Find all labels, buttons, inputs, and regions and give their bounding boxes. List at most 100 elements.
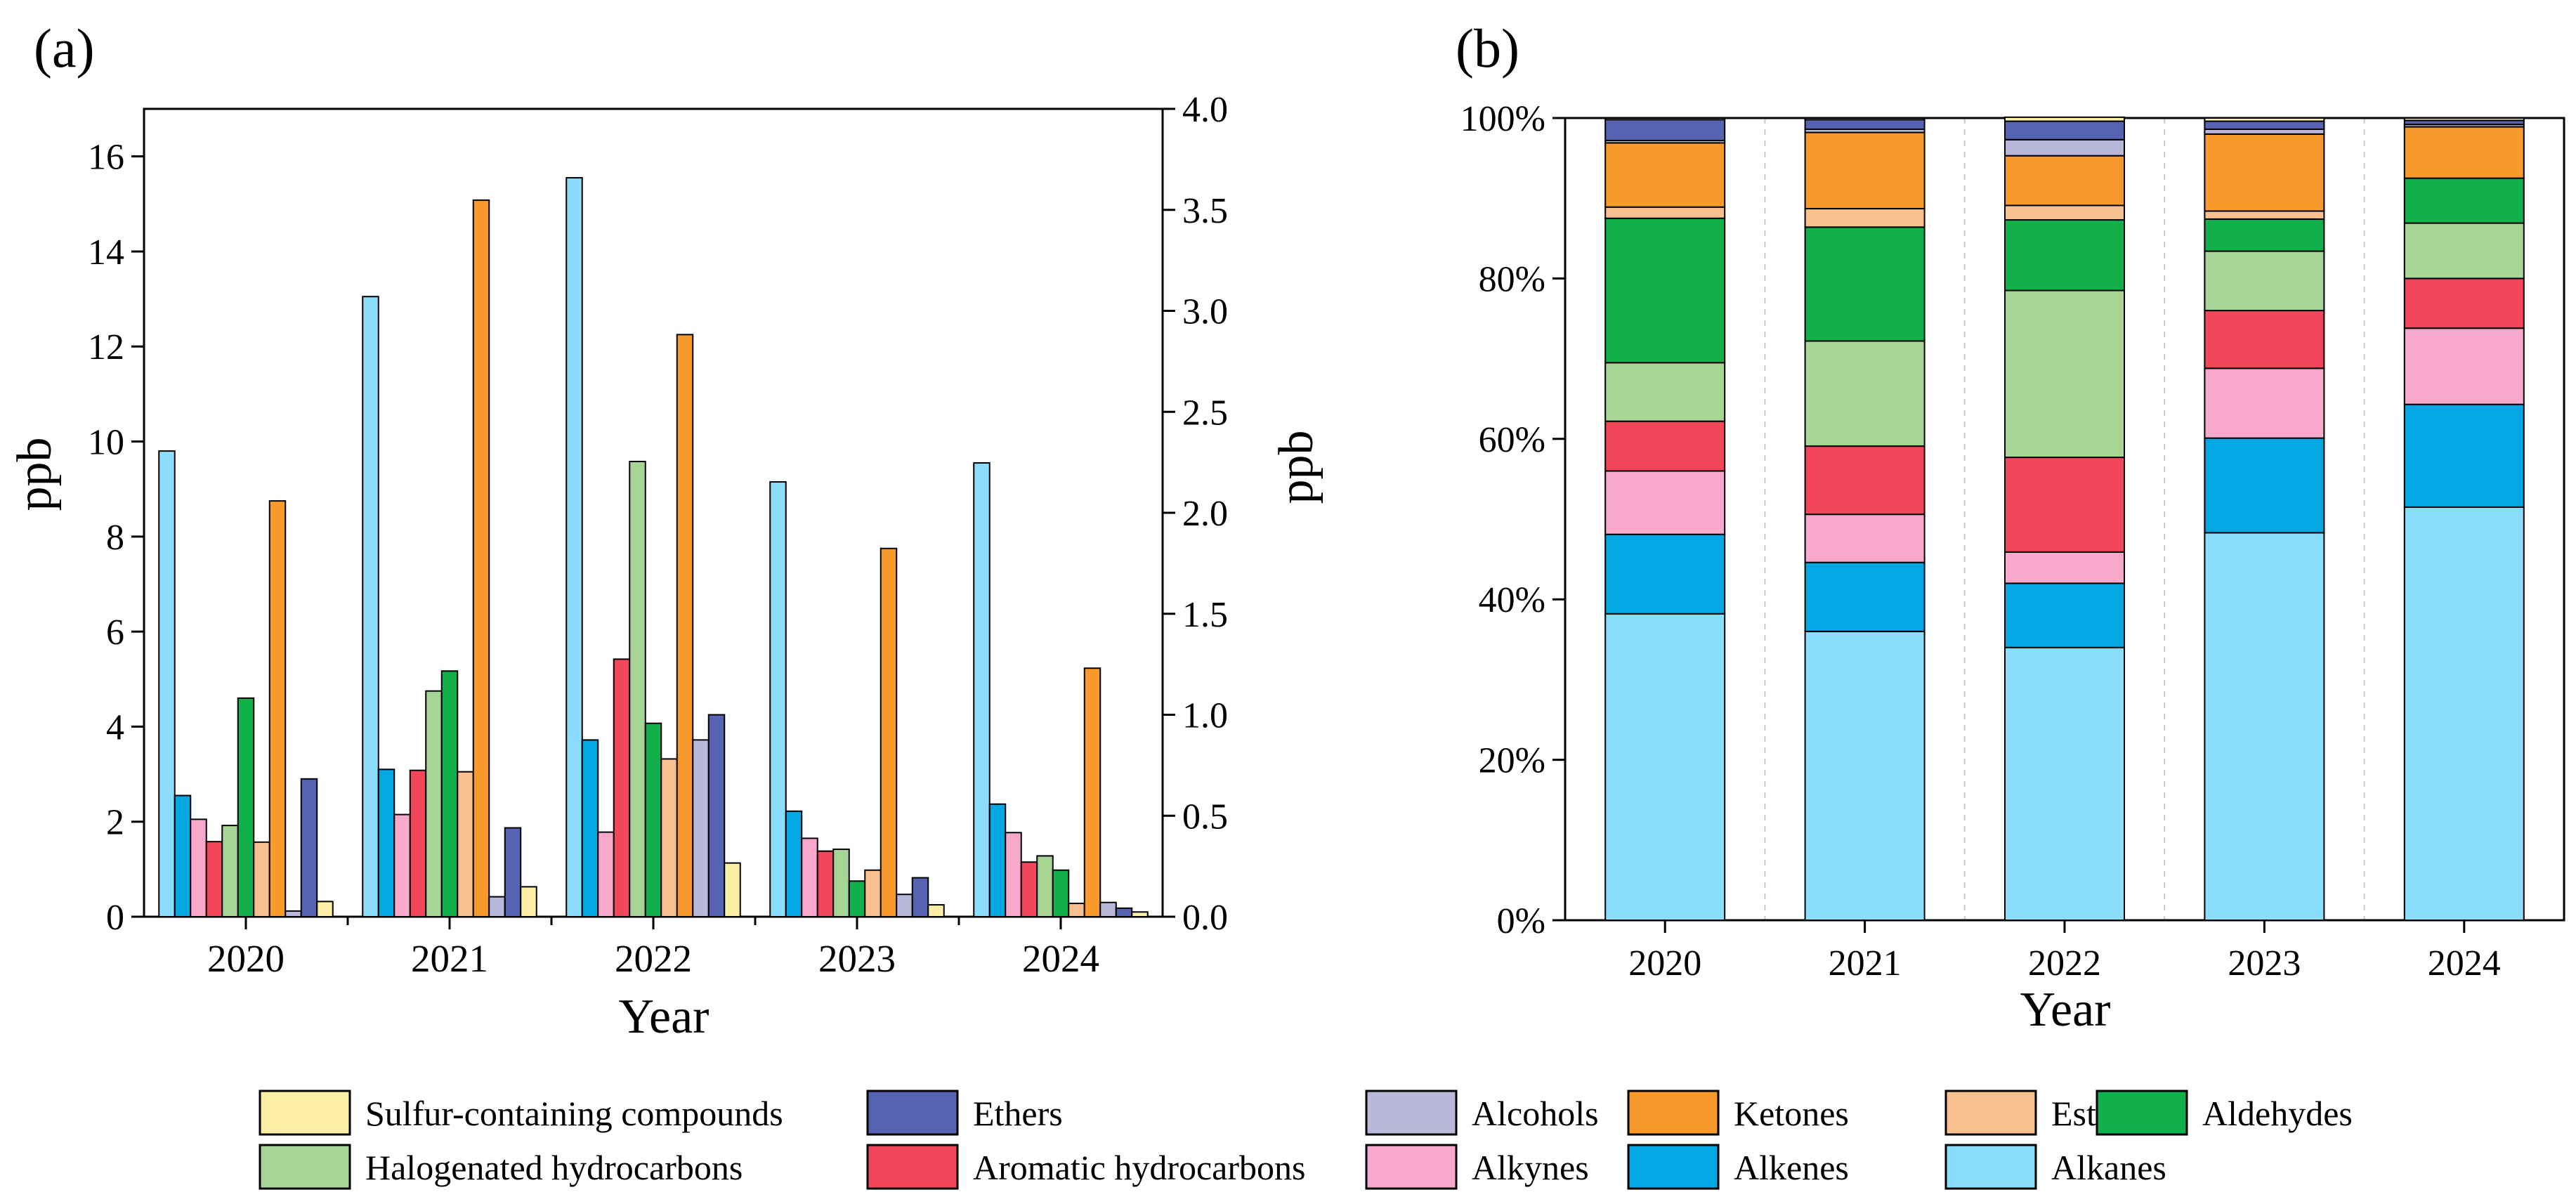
stack-halogenated-hydrocarbons-2024 [2403,222,2525,280]
bar-alkanes-2020 [158,450,176,917]
bar-aromatic-hydrocarbons-2023 [816,850,835,918]
legend-swatch-aldehydes [2096,1090,2188,1136]
legend-label-ketones: Ketones [1734,1094,1849,1133]
bar-ethers-2020 [300,778,318,917]
legend-swatch-alkanes [1944,1144,2037,1190]
panel-a-xtick-label: 2021 [411,937,488,980]
stack-ketones-2023 [2204,133,2325,212]
stack-alkanes-2024 [2403,506,2525,921]
bar-sulfur-containing-compounds-2024 [1131,911,1149,918]
legend-swatch-ketones [1627,1090,1720,1136]
stack-ethers-2020 [1604,119,1726,141]
panel-b-ytick-label: 40% [1479,580,1545,620]
bar-ethers-2024 [1115,907,1133,917]
stack-ketones-2024 [2403,126,2525,179]
legend-label-alkanes: Alkanes [2051,1148,2166,1187]
stack-alkynes-2024 [2403,327,2525,405]
bar-ketones-2022 [676,334,694,917]
stack-alkenes-2023 [2204,437,2325,534]
bar-alkynes-2022 [597,831,615,918]
bar-halogenated-hydrocarbons-2022 [629,460,646,917]
legend-swatch-halogenated-hydrocarbons [259,1144,351,1190]
panel-a-label: (a) [34,18,95,79]
panel-a-ytick-label: 8 [106,518,124,558]
bar-aromatic-hydrocarbons-2021 [409,769,427,918]
legend-label-aromatic-hydrocarbons: Aromatic hydrocarbons [973,1148,1305,1187]
bar-alcohols-2024 [1099,901,1117,918]
bar-halogenated-hydrocarbons-2020 [221,825,239,918]
panel-a-xtick-label: 2023 [818,937,896,980]
stack-alkenes-2021 [1804,561,1926,632]
stack-aromatic-hydrocarbons-2023 [2204,310,2325,369]
stack-alkynes-2020 [1604,470,1726,535]
panel-b-xtick-label: 2020 [1628,943,1701,983]
bar-esters-2020 [253,841,270,917]
bar-alkynes-2020 [190,818,207,917]
panel-a-ytick-label: 10 [88,423,124,463]
panel-a-y2tick-label: 2.0 [1182,494,1228,534]
stack-alcohols-2023 [2204,128,2325,135]
bar-esters-2022 [660,758,678,917]
panel-b-xtick-label: 2024 [2428,943,2501,983]
bar-esters-2024 [1068,903,1085,918]
stack-aldehydes-2022 [2004,219,2125,292]
bar-alkenes-2022 [581,739,599,917]
panel-a-ytick-label: 16 [88,138,124,178]
bar-aromatic-hydrocarbons-2020 [205,841,223,918]
legend-swatch-alkynes [1365,1144,1458,1190]
bar-ketones-2020 [268,500,287,917]
stack-alkenes-2022 [2004,582,2125,648]
legend-label-aldehydes: Aldehydes [2202,1094,2353,1133]
panel-a-y-title: ppb [8,438,62,511]
bar-ethers-2021 [504,827,522,917]
panel-a-y2tick-label: 3.5 [1182,191,1228,231]
panel-b-ytick-label: 0% [1497,901,1545,941]
panel-a-y2tick-label: 4.0 [1182,90,1228,130]
panel-a-ytick-label: 2 [106,803,124,843]
bar-ethers-2022 [707,714,726,917]
bar-alkanes-2022 [565,177,583,917]
stack-halogenated-hydrocarbons-2023 [2204,250,2325,312]
stack-alkanes-2023 [2204,532,2325,921]
legend-swatch-aromatic-hydrocarbons [866,1144,959,1190]
bar-halogenated-hydrocarbons-2024 [1036,855,1054,917]
panel-b-xtick-label: 2022 [2028,943,2101,983]
stack-sulfur-containing-compounds-2021 [1804,117,1926,121]
stack-alkenes-2020 [1604,533,1726,615]
stack-halogenated-hydrocarbons-2020 [1604,362,1726,422]
stack-ketones-2022 [2004,155,2125,207]
panel-a-ytick-label: 0 [106,898,124,938]
bar-alcohols-2020 [285,910,302,917]
panel-b-ytick-label: 80% [1479,259,1545,299]
stack-aromatic-hydrocarbons-2024 [2403,277,2525,329]
stack-aldehydes-2020 [1604,217,1726,364]
panel-a-ytick-label: 14 [88,233,124,273]
legend-swatch-alcohols [1365,1090,1458,1136]
panel-a-ytick-label: 12 [88,327,124,367]
stack-sulfur-containing-compounds-2024 [2403,117,2525,122]
stack-aldehydes-2021 [1804,226,1926,342]
stack-alkanes-2022 [2004,646,2125,921]
bar-alkanes-2021 [362,296,379,917]
panel-b-xtick-label: 2023 [2228,943,2301,983]
stack-esters-2022 [2004,204,2125,221]
bar-alkenes-2021 [377,768,395,917]
bar-halogenated-hydrocarbons-2021 [425,690,443,917]
panel-a-xtick-label: 2024 [1022,937,1099,980]
panel-a-y2tick-label: 0.5 [1182,797,1228,837]
stack-alkynes-2021 [1804,514,1926,563]
legend-label-sulfur-containing-compounds: Sulfur-containing compounds [365,1094,783,1133]
legend-label-alcohols: Alcohols [1472,1094,1599,1133]
bar-halogenated-hydrocarbons-2023 [832,848,850,917]
bar-alkenes-2020 [174,794,192,917]
bar-ketones-2023 [880,547,898,917]
stack-alkynes-2023 [2204,367,2325,439]
legend-label-alkenes: Alkenes [1734,1148,1849,1187]
bar-aldehydes-2023 [848,880,866,917]
bar-sulfur-containing-compounds-2020 [316,901,334,917]
stack-alkenes-2024 [2403,403,2525,508]
stack-ethers-2021 [1804,119,1926,130]
stack-ketones-2020 [1604,142,1726,208]
panel-a-ytick-label: 6 [106,613,124,653]
